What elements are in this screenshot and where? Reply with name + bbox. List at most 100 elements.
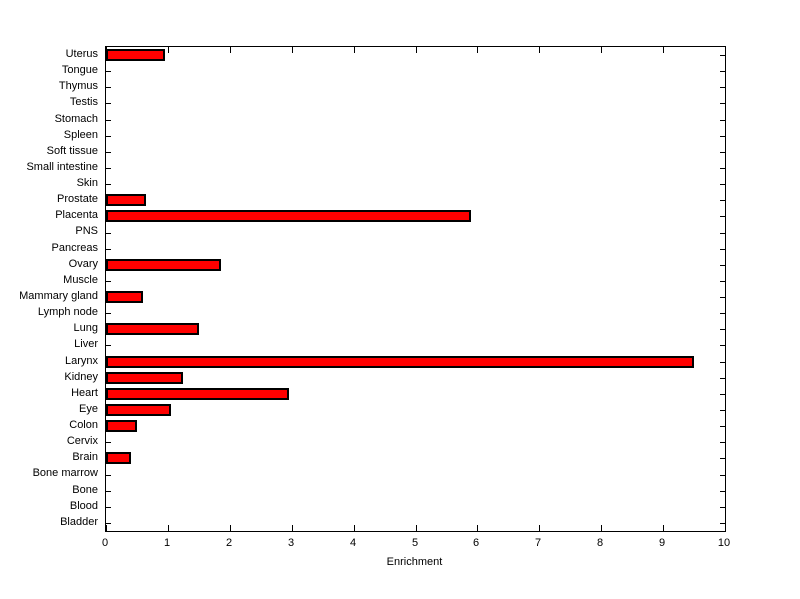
y-tick-left (106, 152, 111, 153)
x-tick-bottom (725, 525, 726, 531)
y-tick-label: Spleen (63, 128, 98, 141)
y-tick-label: Thymus (58, 80, 98, 93)
bar (106, 194, 146, 206)
y-tick-left (106, 475, 111, 476)
y-tick-right (720, 410, 725, 411)
x-tick-bottom (477, 525, 478, 531)
y-tick-label: Pancreas (51, 241, 98, 254)
y-tick-label: Stomach (54, 112, 98, 125)
y-tick-right (720, 249, 725, 250)
x-axis-title: Enrichment (386, 556, 443, 568)
y-tick-left (106, 184, 111, 185)
y-axis-labels: Uterus Tongue Thymus Testis Stomach Spleen Sof… (0, 46, 98, 530)
y-tick-right (720, 184, 725, 185)
y-tick-label: Mammary gland (19, 290, 98, 302)
x-tick-bottom (416, 525, 417, 531)
y-tick-label: Tongue (61, 64, 98, 77)
y-tick-right (720, 458, 725, 459)
x-tick-label: 3 (287, 537, 295, 549)
y-tick-right (720, 491, 725, 492)
bar (106, 388, 289, 400)
y-tick-label: Brain (72, 451, 98, 464)
x-tick-bottom (230, 525, 231, 531)
y-tick-right (720, 523, 725, 524)
y-tick-label: Placenta (55, 209, 98, 222)
y-tick-label: Bladder (60, 515, 98, 528)
y-tick-right (720, 426, 725, 427)
y-tick-label: Bone marrow (32, 467, 98, 480)
y-tick-right (720, 362, 725, 363)
y-tick-left (106, 71, 111, 72)
x-tick-top (725, 47, 726, 53)
y-tick-left (106, 249, 111, 250)
x-tick-bottom (292, 525, 293, 531)
bar (106, 259, 221, 271)
y-tick-right (720, 87, 725, 88)
x-tick-top (230, 47, 231, 53)
x-tick-label: 8 (596, 537, 604, 549)
x-tick-label: 7 (534, 537, 542, 549)
y-tick-label: Colon (69, 419, 98, 432)
x-tick-top (601, 47, 602, 53)
y-tick-right (720, 120, 725, 121)
y-tick-right (720, 475, 725, 476)
bar (106, 372, 183, 384)
y-tick-label: Ovary (68, 257, 98, 270)
y-tick-right (720, 313, 725, 314)
y-tick-label: Kidney (64, 370, 98, 383)
bar (106, 404, 171, 416)
x-tick-top (539, 47, 540, 53)
bar (106, 323, 199, 335)
y-tick-left (106, 120, 111, 121)
x-tick-top (106, 47, 107, 53)
y-tick-label: Bone (72, 483, 98, 496)
y-tick-label: Liver (74, 338, 98, 351)
y-tick-left (106, 345, 111, 346)
bar (106, 291, 143, 303)
x-tick-label: 1 (163, 537, 171, 549)
x-tick-bottom (168, 525, 169, 531)
y-tick-right (720, 297, 725, 298)
y-tick-right (720, 103, 725, 104)
y-tick-right (720, 265, 725, 266)
bar (106, 356, 694, 368)
y-tick-right (720, 281, 725, 282)
y-tick-label: Soft tissue (46, 144, 98, 157)
x-tick-label: 5 (411, 537, 419, 549)
y-tick-right (720, 200, 725, 201)
y-tick-right (720, 507, 725, 508)
y-tick-label: PNS (75, 225, 98, 238)
y-tick-left (106, 87, 111, 88)
x-tick-top (354, 47, 355, 53)
bar (106, 420, 137, 432)
y-tick-right (720, 442, 725, 443)
y-tick-right (720, 71, 725, 72)
x-tick-top (292, 47, 293, 53)
x-tick-top (416, 47, 417, 53)
x-tick-top (663, 47, 664, 53)
x-tick-bottom (539, 525, 540, 531)
y-tick-left (106, 168, 111, 169)
x-tick-top (477, 47, 478, 53)
y-tick-left (106, 281, 111, 282)
x-tick-label: 6 (472, 537, 480, 549)
y-tick-right (720, 216, 725, 217)
x-tick-bottom (663, 525, 664, 531)
y-tick-right (720, 136, 725, 137)
y-tick-right (720, 152, 725, 153)
x-tick-top (168, 47, 169, 53)
y-tick-label: Larynx (64, 354, 98, 367)
y-tick-left (106, 491, 111, 492)
y-tick-right (720, 378, 725, 379)
y-tick-label: Lung (73, 322, 98, 335)
y-tick-label: Small intestine (26, 160, 98, 173)
x-tick-label: 9 (658, 537, 666, 549)
y-tick-right (720, 394, 725, 395)
x-tick-label: 4 (349, 537, 357, 549)
y-tick-left (106, 523, 111, 524)
x-tick-bottom (354, 525, 355, 531)
y-tick-label: Heart (71, 386, 98, 399)
y-tick-left (106, 507, 111, 508)
x-tick-bottom (601, 525, 602, 531)
